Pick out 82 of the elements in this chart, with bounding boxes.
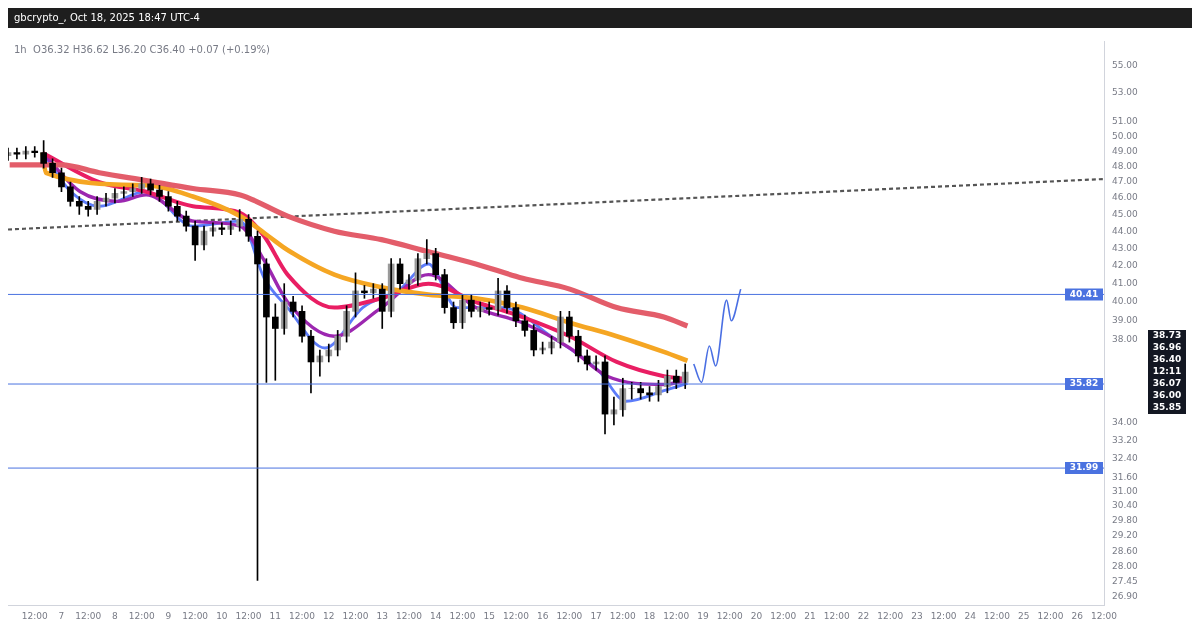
y-tick-label: 42.00	[1112, 260, 1139, 271]
x-tick-label: 12:00	[128, 610, 155, 621]
y-tick-label: 45.00	[1112, 208, 1139, 219]
x-tick-label: 12:00	[930, 610, 957, 621]
x-tick-label: 9	[165, 610, 172, 621]
y-tick-label: 55.00	[1112, 59, 1139, 70]
x-tick-label: 12:00	[342, 610, 369, 621]
x-tick-label: 24	[964, 610, 977, 621]
y-tick-label: 43.00	[1112, 242, 1139, 253]
chart-title: gbcrypto_, Oct 18, 2025 18:47 UTC-4	[8, 8, 1192, 28]
y-tick-label: 33.20	[1112, 434, 1139, 445]
text: 36.96	[1152, 342, 1182, 353]
x-tick-label: 19	[697, 610, 710, 621]
x-tick-label: 12:00	[556, 610, 583, 621]
chart-subtitle: 1h O36.32 H36.62 L36.20 C36.40 +0.07 (+0.19%)	[14, 43, 271, 55]
x-tick-label: 17	[590, 610, 602, 621]
x-tick-label: 26	[1071, 610, 1084, 621]
x-tick-label: 15	[483, 610, 495, 621]
x-tick-label: 8	[112, 610, 119, 621]
x-tick-label: 22	[857, 610, 870, 621]
ref-line-label: 40.41	[1069, 288, 1099, 299]
ref-line-label: 35.82	[1069, 378, 1099, 389]
y-tick-label: 28.60	[1112, 545, 1139, 556]
x-tick-label: 12:00	[1037, 610, 1064, 621]
x-tick-label: 12:00	[663, 610, 690, 621]
y-tick-label: 49.00	[1112, 145, 1139, 156]
x-tick-label: 18	[643, 610, 656, 621]
x-tick-label: 23	[911, 610, 923, 621]
x-tick-label: 12:00	[877, 610, 904, 621]
x-tick-label: 10	[216, 610, 228, 621]
x-tick-label: 14	[429, 610, 442, 621]
text: 38.73	[1152, 330, 1182, 341]
ref-line-label: 31.99	[1069, 462, 1099, 473]
text: 36.40	[1152, 354, 1182, 365]
text: 36.07	[1152, 378, 1182, 389]
y-tick-label: 41.00	[1112, 278, 1139, 288]
y-tick-label: 34.00	[1112, 417, 1139, 428]
y-tick-label: 53.00	[1112, 87, 1139, 98]
y-tick-label: 40.00	[1112, 296, 1139, 307]
x-tick-label: 12:00	[235, 610, 262, 621]
x-tick-label: 12:00	[716, 610, 743, 621]
x-tick-label: 12:00	[182, 610, 209, 621]
x-tick-label: 25	[1018, 610, 1030, 621]
y-tick-label: 29.80	[1112, 515, 1139, 526]
y-tick-label: 39.00	[1112, 315, 1139, 326]
y-tick-label: 50.00	[1112, 130, 1139, 141]
x-tick-label: 12:00	[289, 610, 316, 621]
x-tick-label: 12:00	[449, 610, 476, 621]
x-tick-label: 16	[536, 610, 549, 621]
y-tick-label: 32.40	[1112, 452, 1139, 463]
y-tick-label: 31.60	[1112, 471, 1139, 482]
x-tick-label: 21	[804, 610, 816, 621]
x-tick-label: 12:00	[75, 610, 102, 621]
candlestick	[628, 382, 636, 400]
x-tick-label: 12:00	[609, 610, 637, 621]
text: 12:11	[1152, 366, 1182, 377]
y-tick-label: 47.00	[1112, 176, 1139, 187]
x-tick-label: 12:00	[823, 610, 850, 621]
x-tick-label: 12:00	[502, 610, 530, 621]
y-tick-label: 30.40	[1112, 500, 1139, 511]
text: 36.00	[1152, 390, 1182, 401]
text: 35.85	[1152, 402, 1182, 413]
x-tick-label: 12:00	[770, 610, 797, 621]
y-tick-label: 46.00	[1112, 192, 1139, 203]
x-tick-label: 12	[323, 610, 335, 621]
x-tick-label: 20	[750, 610, 763, 621]
x-tick-label: 12:00	[1091, 610, 1118, 621]
y-tick-label: 27.45	[1112, 576, 1138, 587]
y-tick-label: 51.00	[1112, 115, 1139, 126]
x-tick-label: 12:00	[396, 610, 423, 621]
y-tick-label: 26.90	[1112, 591, 1139, 602]
x-tick-label: 12:00	[21, 610, 48, 621]
x-tick-label: 13	[376, 610, 388, 621]
y-tick-label: 28.00	[1112, 561, 1139, 572]
y-tick-label: 38.00	[1112, 334, 1139, 345]
y-tick-label: 31.00	[1112, 485, 1139, 496]
y-tick-label: 44.00	[1112, 225, 1139, 236]
y-tick-label: 29.20	[1112, 530, 1139, 541]
y-tick-label: 48.00	[1112, 160, 1139, 171]
x-tick-label: 7	[58, 610, 65, 621]
x-tick-label: 12:00	[984, 610, 1011, 621]
x-tick-label: 11	[269, 610, 282, 621]
